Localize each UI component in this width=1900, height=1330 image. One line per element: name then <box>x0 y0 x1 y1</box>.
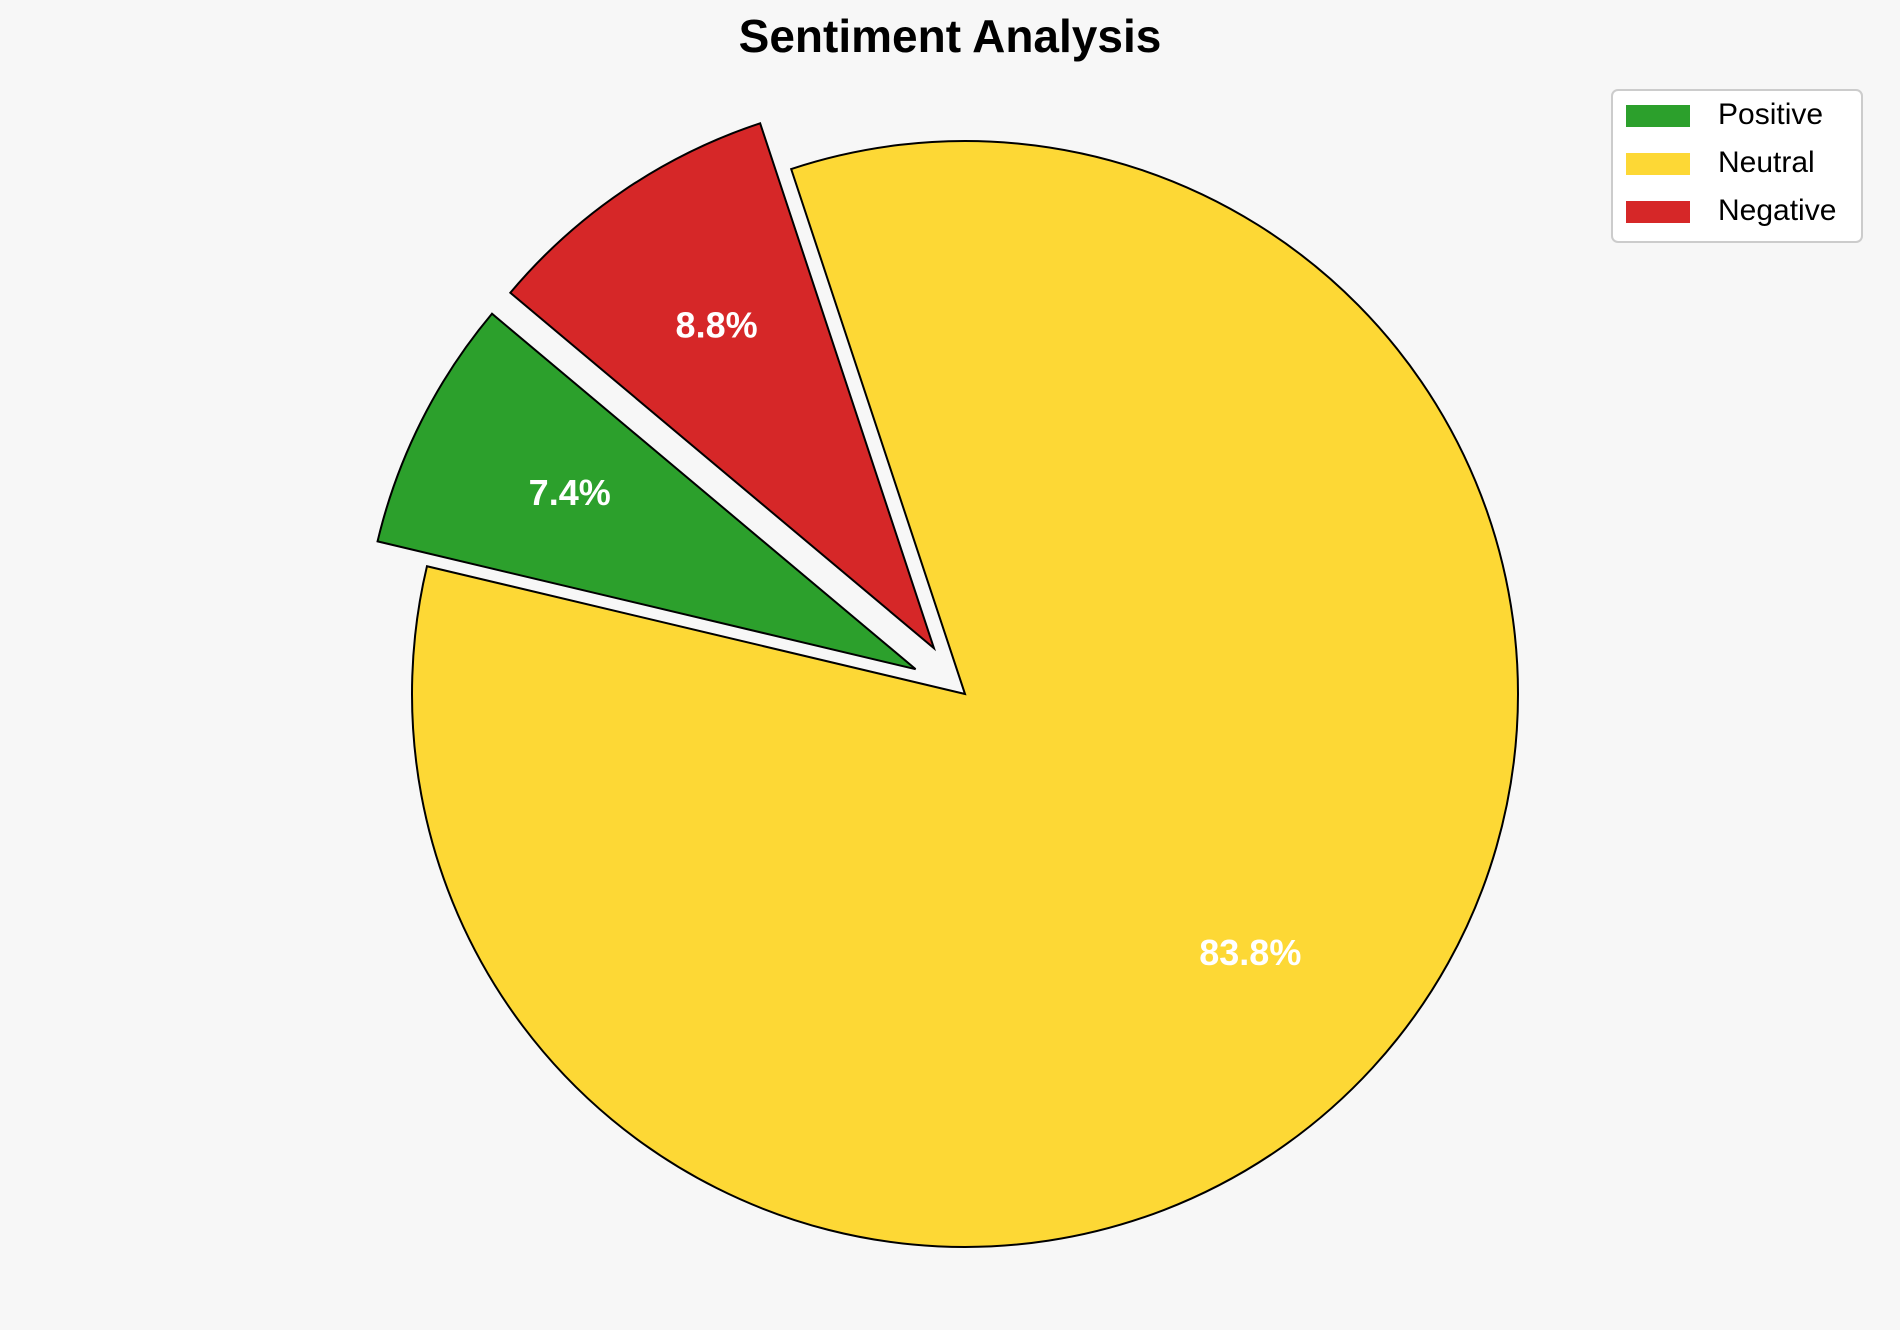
pie-slice <box>376 312 917 671</box>
legend-label: Positive <box>1718 98 1823 131</box>
slice-label: 83.8% <box>1199 932 1301 973</box>
slice-label: 7.4% <box>529 472 611 513</box>
slice-label: 8.8% <box>676 304 758 345</box>
legend-swatch <box>1626 105 1690 127</box>
legend-label: Negative <box>1718 194 1836 227</box>
legend-label: Neutral <box>1718 146 1815 179</box>
chart-title: Sentiment Analysis <box>739 10 1162 62</box>
legend-swatch <box>1626 153 1690 175</box>
pie-slice <box>411 140 1519 1248</box>
legend-swatch <box>1626 201 1690 223</box>
pie-slice <box>508 122 937 652</box>
